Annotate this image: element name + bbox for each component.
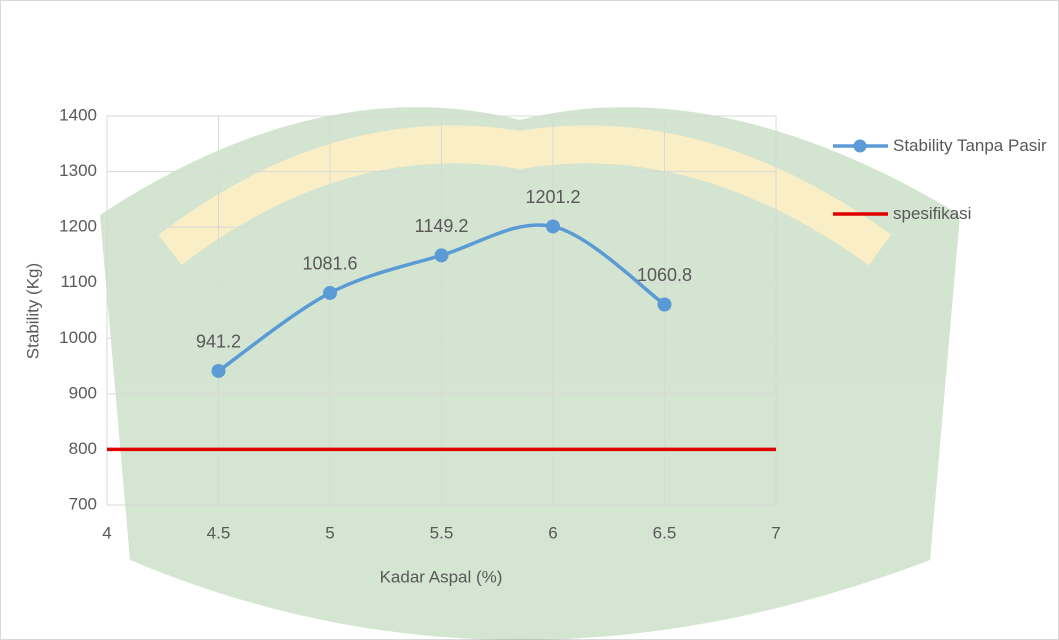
y-tick-label: 1100	[60, 272, 97, 291]
y-axis-title: Stability (Kg)	[23, 263, 42, 359]
y-tick-label: 700	[69, 494, 97, 513]
watermark-rope	[158, 125, 892, 266]
y-tick-label: 1300	[59, 161, 97, 180]
x-tick-label: 4	[102, 523, 111, 542]
data-label: 941.2	[196, 332, 241, 352]
watermark-shield	[100, 107, 960, 640]
x-axis-title: Kadar Aspal (%)	[380, 567, 503, 586]
x-tick-label: 4.5	[207, 523, 231, 542]
x-tick-label: 5.5	[430, 523, 454, 542]
y-tick-label: 1000	[59, 328, 97, 347]
point	[211, 363, 226, 378]
point	[434, 248, 449, 263]
data-label: 1081.6	[302, 254, 357, 274]
point	[546, 219, 560, 234]
x-tick-label: 5	[325, 523, 334, 542]
legend-marker	[853, 139, 867, 153]
legend-label: spesifikasi	[893, 204, 972, 223]
x-tick-label: 6	[548, 523, 557, 542]
data-label: 1149.2	[415, 216, 469, 236]
x-tick-label: 7	[771, 523, 780, 542]
y-tick-label: 1400	[59, 105, 97, 124]
data-label: 1060.8	[637, 265, 692, 285]
y-tick-label: 800	[69, 439, 97, 458]
legend-label: Stability Tanpa Pasir	[893, 136, 1047, 155]
point	[657, 297, 672, 312]
y-tick-label: 1200	[59, 217, 97, 236]
watermark	[100, 107, 960, 640]
x-tick-label: 6.5	[653, 523, 677, 542]
point	[323, 285, 337, 300]
y-tick-label: 900	[69, 383, 97, 402]
data-label: 1201.2	[525, 187, 580, 207]
